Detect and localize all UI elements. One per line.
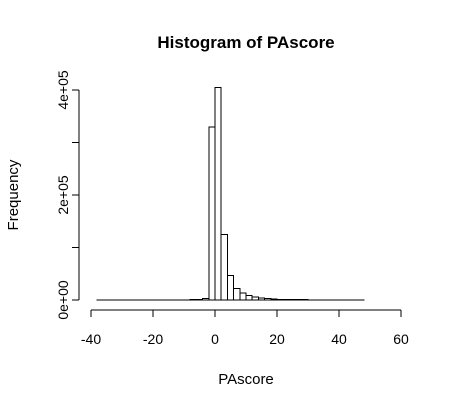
y-tick-label: 2e+05 [55, 175, 71, 215]
histogram-bar [264, 298, 272, 301]
x-tick-label: -40 [81, 331, 101, 347]
x-tick-label: 40 [331, 331, 347, 347]
histogram-bar [208, 126, 216, 301]
x-tick-label: 60 [393, 331, 409, 347]
y-tick-label: 0e+00 [55, 280, 71, 320]
histogram-bar [214, 86, 222, 301]
histogram-bar [257, 297, 266, 301]
histogram-bar [282, 299, 290, 301]
x-tick-label: 20 [269, 331, 285, 347]
histogram-bars [96, 86, 365, 301]
histogram-bar [233, 287, 241, 301]
histogram-bar [251, 296, 259, 301]
chart-title: Histogram of PAscore [157, 33, 334, 52]
histogram-bar [245, 295, 253, 301]
histogram-bar [239, 292, 247, 301]
histogram-bar [202, 297, 210, 301]
histogram-bar [220, 233, 228, 301]
x-tick-label: -20 [143, 331, 163, 347]
x-tick-label: 0 [211, 331, 219, 347]
histogram-bar [226, 274, 235, 301]
x-axis-label: PAscore [218, 371, 274, 388]
histogram-bar [276, 298, 284, 301]
y-axis-label: Frequency [5, 159, 22, 230]
y-tick-label: 4e+05 [55, 70, 71, 110]
x-axis-ticks: -40 -20 0 20 40 60 [81, 310, 409, 347]
y-axis-ticks: 0e+00 2e+05 4e+05 [55, 70, 79, 320]
histogram-bar [270, 298, 278, 301]
